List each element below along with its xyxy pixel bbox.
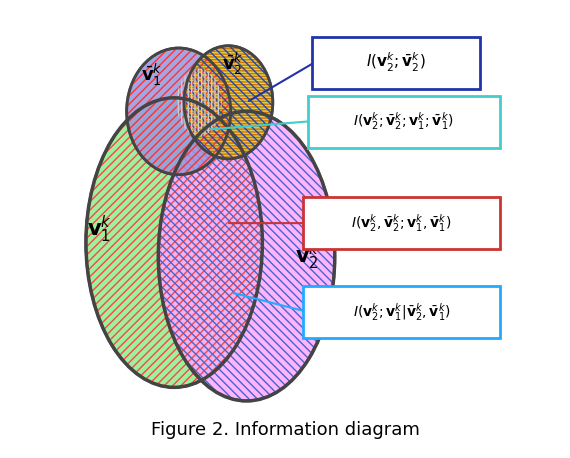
Text: $\bar{\mathbf{v}}_2^k$: $\bar{\mathbf{v}}_2^k$ (222, 51, 244, 77)
Text: $\mathbf{v}_1^k$: $\mathbf{v}_1^k$ (87, 213, 112, 245)
Text: $I(\mathbf{v}_2^k;\mathbf{v}_1^k|\bar{\mathbf{v}}_2^k,\bar{\mathbf{v}}_1^k)$: $I(\mathbf{v}_2^k;\mathbf{v}_1^k|\bar{\m… (353, 300, 450, 322)
Text: Figure 2. Information diagram: Figure 2. Information diagram (150, 421, 420, 439)
Text: $I(\mathbf{v}_2^k;\bar{\mathbf{v}}_2^k)$: $I(\mathbf{v}_2^k;\bar{\mathbf{v}}_2^k)$ (366, 51, 426, 74)
FancyBboxPatch shape (308, 96, 500, 147)
FancyBboxPatch shape (303, 197, 500, 249)
Ellipse shape (184, 46, 273, 159)
Text: $\bar{\mathbf{v}}_1^k$: $\bar{\mathbf{v}}_1^k$ (141, 62, 162, 88)
Text: $I(\mathbf{v}_2^k,\bar{\mathbf{v}}_2^k;\mathbf{v}_1^k,\bar{\mathbf{v}}_1^k)$: $I(\mathbf{v}_2^k,\bar{\mathbf{v}}_2^k;\… (351, 213, 451, 234)
Ellipse shape (158, 111, 335, 401)
Ellipse shape (86, 98, 262, 387)
Text: $I(\mathbf{v}_2^k;\bar{\mathbf{v}}_2^k;\mathbf{v}_1^k;\bar{\mathbf{v}}_1^k)$: $I(\mathbf{v}_2^k;\bar{\mathbf{v}}_2^k;\… (353, 110, 454, 132)
Ellipse shape (127, 48, 231, 174)
FancyBboxPatch shape (312, 37, 479, 89)
Text: $\mathbf{v}_2^k$: $\mathbf{v}_2^k$ (295, 240, 320, 272)
FancyBboxPatch shape (303, 285, 500, 338)
